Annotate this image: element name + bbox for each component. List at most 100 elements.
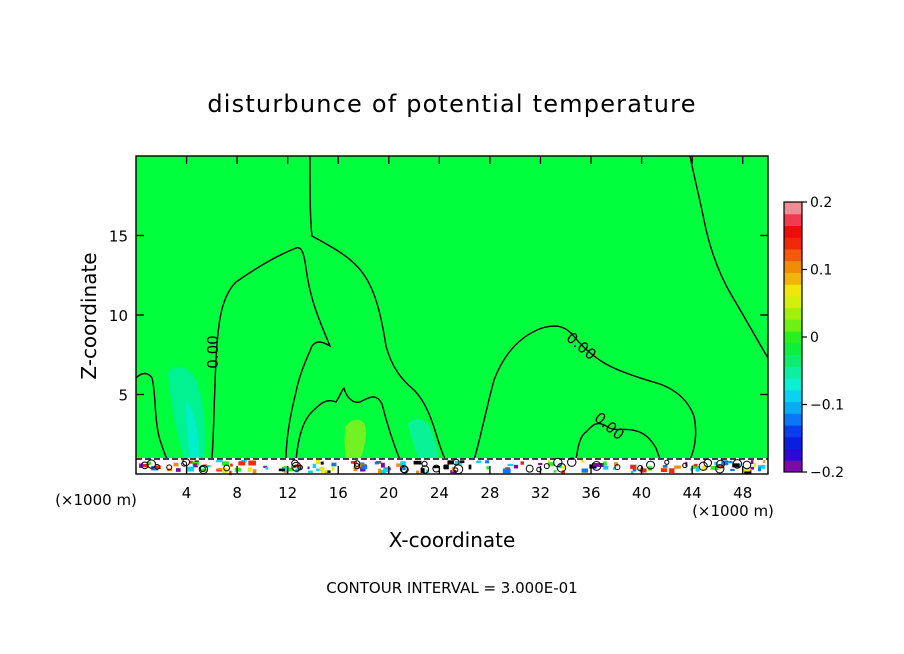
x-tick-label: 20 (379, 484, 398, 502)
surface-loop (732, 459, 743, 469)
surface-mark (758, 467, 761, 472)
surface-loop (353, 463, 361, 470)
surface-loop (453, 467, 459, 473)
surface-mark (538, 462, 543, 466)
y-tick-label: 5 (118, 387, 128, 405)
colorbar-swatch (784, 331, 802, 344)
surface-mark (238, 461, 246, 466)
colorbar-tick-label: 0 (810, 330, 819, 346)
surface-loop (556, 462, 567, 473)
contour-line-4 (295, 386, 401, 461)
surface-mark (361, 464, 368, 470)
surface-mark (632, 467, 637, 472)
x-tick-label: 48 (733, 484, 752, 502)
surface-mark (589, 464, 597, 469)
surface-mark (702, 466, 708, 471)
surface-mark (728, 460, 733, 464)
surface-mark (295, 468, 299, 473)
anomaly-patch-3 (344, 419, 366, 458)
surface-mark (413, 460, 422, 465)
contour-line-5 (473, 325, 697, 461)
surface-mark (763, 460, 766, 463)
surface-loop (291, 461, 302, 472)
surface-mark (379, 469, 386, 475)
surface-loop (525, 464, 534, 473)
surface-mark (674, 465, 681, 469)
colorbar-swatch (784, 272, 802, 285)
surface-mark (331, 466, 335, 471)
surface-mark (547, 460, 550, 463)
colorbar-tick-label: −0.1 (810, 398, 844, 414)
colorbar: 0.2 0.1 0 −0.1 −0.2 (783, 195, 844, 481)
surface-mark (374, 461, 379, 465)
surface-mark (308, 470, 313, 474)
surface-layer (136, 457, 768, 476)
surface-mark (196, 461, 199, 466)
contour-line-1 (135, 372, 169, 461)
surface-mark (142, 463, 148, 468)
surface-mark (229, 470, 232, 476)
surface-mark (234, 467, 241, 472)
surface-mark (753, 462, 757, 468)
colorbar-swatch (784, 413, 802, 426)
surface-mark (230, 463, 233, 467)
colorbar-swatch (784, 284, 802, 297)
x-tick-label: 12 (278, 484, 297, 502)
surface-loop (420, 465, 430, 474)
surface-mark (278, 468, 285, 472)
surface-mark (312, 463, 317, 468)
colorbar-swatch (784, 260, 802, 273)
colorbar-swatch (784, 425, 802, 438)
colorbar-swatch (784, 319, 802, 332)
surface-mark (591, 463, 600, 467)
surface-mark (221, 461, 230, 466)
y-tick-label: 15 (109, 228, 128, 246)
x-tick-label: 16 (329, 484, 348, 502)
surface-mark (189, 460, 194, 464)
surface-mark (662, 464, 668, 468)
surface-mark (187, 466, 195, 472)
surface-loop (140, 461, 149, 470)
surface-loop (715, 464, 725, 474)
surface-mark (319, 466, 325, 471)
surface-mark (248, 460, 256, 466)
surface-loop (698, 461, 708, 471)
colorbar-swatch (784, 401, 802, 414)
colorbar-swatch (784, 460, 802, 473)
surface-mark (331, 462, 337, 467)
surface-mark (175, 468, 181, 472)
surface-mark (316, 468, 323, 471)
surface-mark (294, 464, 300, 468)
surface-mark (281, 466, 290, 472)
surface-mark (468, 464, 472, 470)
surface-mark (561, 465, 565, 469)
surface-loop (146, 459, 156, 469)
surface-loop (291, 459, 299, 467)
surface-mark (742, 468, 751, 472)
surface-mark (325, 470, 331, 473)
surface-mark (485, 460, 490, 464)
x-tick-label: 32 (531, 484, 550, 502)
surface-mark (451, 466, 455, 472)
surface-mark (732, 463, 740, 468)
surface-mark (193, 463, 198, 468)
colorbar-swatch (784, 378, 802, 391)
surface-mark (147, 461, 152, 465)
surface-mark (200, 468, 208, 472)
surface-mark (502, 468, 511, 474)
surface-mark (460, 460, 465, 463)
surface-mark (215, 460, 223, 463)
x-axis-ticks: 4 8 12 16 20 24 28 32 36 40 44 48 (182, 156, 752, 502)
surface-mark (265, 466, 269, 470)
contour-line-7 (689, 155, 769, 359)
y-tick-label: 10 (109, 307, 128, 325)
surface-mark (288, 467, 295, 472)
surface-mark (561, 470, 565, 475)
surface-mark (486, 466, 490, 470)
colorbar-tick-label: 0.1 (810, 263, 832, 279)
surface-mark (426, 469, 429, 474)
surface-mark (420, 468, 425, 473)
x-axis-label: X-coordinate (389, 528, 516, 552)
y-axis-label: Z-coordinate (77, 252, 101, 379)
colorbar-swatch (784, 436, 802, 450)
